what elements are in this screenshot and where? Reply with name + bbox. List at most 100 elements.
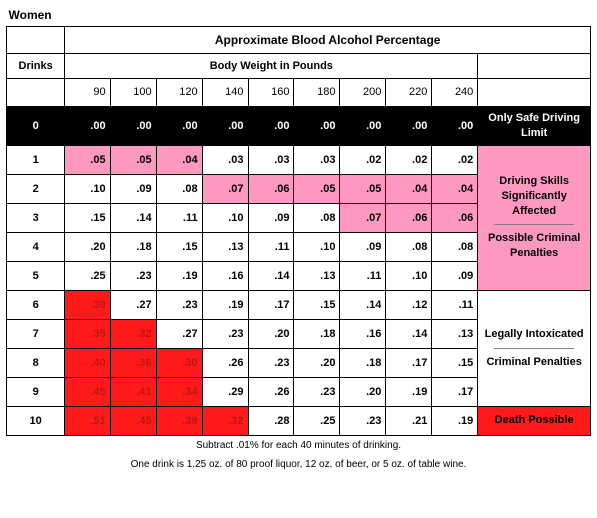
bac-cell: .05 [110,145,156,174]
bac-cell: .45 [65,377,110,406]
bac-cell: .20 [340,377,386,406]
bac-cell: .06 [248,174,294,203]
drinks-cell: 9 [7,377,65,406]
weight-col: 140 [202,79,248,107]
bac-cell: .00 [340,106,386,145]
bac-cell: .08 [386,232,432,261]
bac-cell: .00 [110,106,156,145]
weight-col: 180 [294,79,340,107]
table-row: 1.05.05.04.03.03.03.02.02.02Driving Skil… [7,145,591,174]
drinks-cell: 5 [7,261,65,290]
bac-cell: .04 [432,174,478,203]
bac-cell: .00 [156,106,202,145]
bac-cell: .14 [248,261,294,290]
bac-cell: .15 [294,290,340,319]
bac-cell: .19 [386,377,432,406]
drinks-cell: 6 [7,290,65,319]
weight-col: 100 [110,79,156,107]
bac-cell: .00 [202,106,248,145]
bac-cell: .08 [432,232,478,261]
bac-cell: .14 [340,290,386,319]
bac-cell: .12 [386,290,432,319]
bac-cell: .32 [110,319,156,348]
bac-cell: .11 [248,232,294,261]
bac-cell: .19 [156,261,202,290]
drinks-cell: 1 [7,145,65,174]
bac-cell: .11 [156,203,202,232]
table-row: 6.30.27.23.19.17.15.14.12.11Legally Into… [7,290,591,319]
bac-cell: .16 [202,261,248,290]
drinks-cell: 8 [7,348,65,377]
weight-col: 220 [386,79,432,107]
bac-cell: .23 [248,348,294,377]
bac-cell: .00 [432,106,478,145]
bac-cell: .21 [386,406,432,435]
bac-cell: .06 [386,203,432,232]
weight-col: 160 [248,79,294,107]
bac-cell: .00 [65,106,110,145]
bac-cell: .00 [294,106,340,145]
bac-cell: .10 [202,203,248,232]
header-main: Approximate Blood Alcohol Percentage [65,27,591,54]
bac-cell: .07 [202,174,248,203]
bac-cell: .00 [248,106,294,145]
footnote-2: One drink is 1.25 oz. of 80 proof liquor… [6,455,591,474]
drinks-cell: 0 [7,106,65,145]
bac-cell: .19 [432,406,478,435]
bac-cell: .25 [294,406,340,435]
bac-cell: .16 [340,319,386,348]
drinks-cell: 3 [7,203,65,232]
bac-cell: .23 [294,377,340,406]
bac-cell: .17 [386,348,432,377]
bac-cell: .29 [202,377,248,406]
header-drinks: Drinks [7,54,65,79]
bac-cell: .09 [248,203,294,232]
weights-row: 90 100 120 140 160 180 200 220 240 [7,79,591,107]
drinks-cell: 10 [7,406,65,435]
bac-cell: .15 [432,348,478,377]
bac-cell: .05 [294,174,340,203]
bac-cell: .04 [386,174,432,203]
bac-cell: .14 [110,203,156,232]
bac-cell: .10 [65,174,110,203]
bac-cell: .40 [65,348,110,377]
bac-cell: .20 [294,348,340,377]
weight-col: 90 [65,79,110,107]
side-label: Only Safe Driving Limit [478,106,591,145]
table-row: 10.51.45.38.32.28.25.23.21.19Death Possi… [7,406,591,435]
bac-cell: .09 [340,232,386,261]
bac-cell: .20 [248,319,294,348]
bac-cell: .02 [386,145,432,174]
table-row: 0.00.00.00.00.00.00.00.00.00Only Safe Dr… [7,106,591,145]
bac-cell: .13 [202,232,248,261]
bac-cell: .27 [156,319,202,348]
bac-cell: .25 [65,261,110,290]
footnote-1: Subtract .01% for each 40 minutes of dri… [6,436,591,455]
bac-cell: .36 [110,348,156,377]
bac-cell: .30 [65,290,110,319]
bac-cell: .45 [110,406,156,435]
bac-cell: .23 [156,290,202,319]
bac-cell: .05 [65,145,110,174]
bac-cell: .17 [432,377,478,406]
bac-cell: .23 [202,319,248,348]
bac-cell: .03 [248,145,294,174]
side-label: Legally IntoxicatedCriminal Penalties [478,290,591,406]
bac-cell: .11 [432,290,478,319]
bac-cell: .19 [202,290,248,319]
bac-cell: .08 [156,174,202,203]
bac-cell: .30 [156,348,202,377]
bac-cell: .03 [202,145,248,174]
bac-cell: .34 [156,377,202,406]
blank-side-top [478,54,591,79]
bac-cell: .02 [432,145,478,174]
bac-cell: .38 [156,406,202,435]
weight-col: 240 [432,79,478,107]
drinks-cell: 7 [7,319,65,348]
bac-cell: .23 [110,261,156,290]
bac-cell: .18 [110,232,156,261]
bac-cell: .07 [340,203,386,232]
drinks-cell: 4 [7,232,65,261]
bac-cell: .41 [110,377,156,406]
bac-cell: .26 [248,377,294,406]
